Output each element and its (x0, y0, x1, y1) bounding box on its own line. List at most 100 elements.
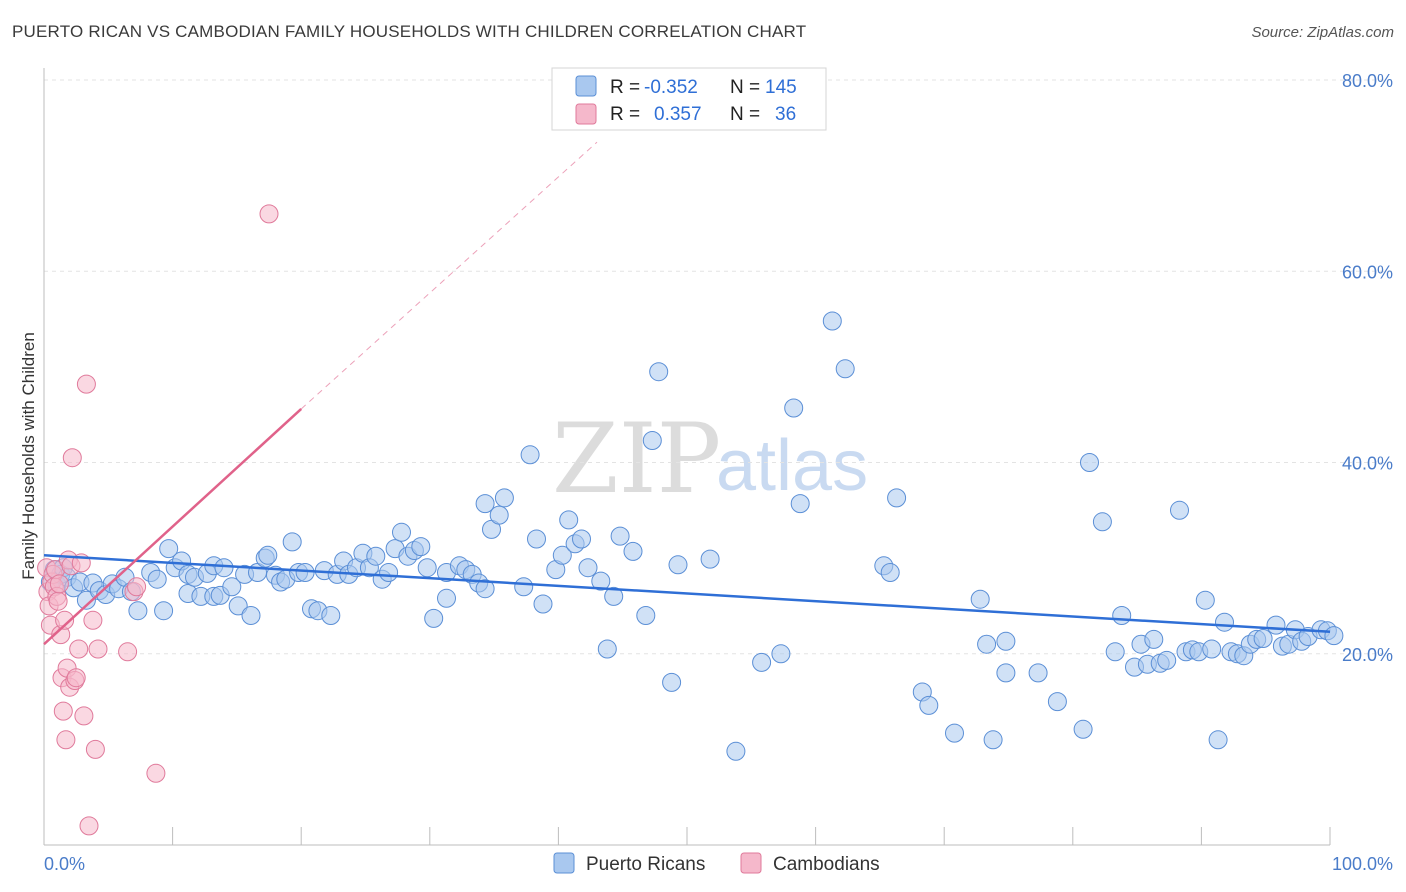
legend-swatch-puerto-ricans (553, 852, 575, 874)
data-point-puerto-rican (514, 577, 534, 597)
data-point-puerto-rican (258, 545, 278, 565)
trend-line-puerto-ricans (43, 554, 1331, 634)
data-point-cambodian (127, 577, 147, 597)
data-point-puerto-rican (494, 488, 514, 508)
data-point-puerto-rican (1202, 639, 1222, 659)
data-point-puerto-rican (790, 494, 810, 514)
trend-lines (43, 141, 1331, 646)
data-point-puerto-rican (572, 529, 591, 549)
data-point-puerto-rican (1028, 663, 1048, 683)
y-tick-label: 20.0% (1342, 645, 1393, 665)
data-point-puerto-rican (552, 545, 572, 565)
y-tick-label: 40.0% (1342, 454, 1393, 474)
data-point-puerto-rican (1266, 615, 1286, 635)
data-point-puerto-rican (668, 555, 688, 575)
watermark-zip: ZIP (552, 403, 721, 515)
data-point-cambodian (74, 706, 94, 726)
data-point-puerto-rican (1112, 606, 1132, 625)
data-point-puerto-rican (970, 589, 990, 609)
data-point-puerto-rican (392, 522, 411, 542)
legend-n-value: 145 (765, 77, 797, 98)
data-point-puerto-rican (437, 588, 456, 608)
y-axis-label: Family Households with Children (19, 332, 38, 580)
series-cambodians (37, 204, 279, 836)
correlation-legend: R = -0.352 N = 145 R = 0.357 N = 36 (551, 67, 827, 131)
data-point-cambodian (53, 701, 73, 721)
data-point-puerto-rican (282, 532, 302, 552)
legend-swatch-blue (575, 75, 597, 97)
x-tick-label-min: 0.0% (44, 854, 85, 874)
data-point-cambodian (79, 816, 99, 836)
data-point-puerto-rican (726, 741, 746, 761)
data-point-puerto-rican (623, 541, 643, 561)
data-point-puerto-rican (649, 362, 669, 382)
data-point-puerto-rican (228, 596, 248, 616)
data-point-puerto-rican (835, 359, 855, 379)
data-point-puerto-rican (996, 663, 1016, 683)
data-point-puerto-rican (1253, 629, 1273, 648)
data-point-puerto-rican (983, 730, 1003, 750)
legend-swatch-pink (575, 103, 597, 125)
trend-line-cambodians (43, 408, 303, 646)
legend-n-label: N = (730, 104, 760, 125)
data-point-cambodian (66, 668, 86, 688)
data-point-puerto-rican (533, 594, 553, 614)
data-point-puerto-rican (578, 558, 598, 578)
data-point-puerto-rican (159, 539, 179, 559)
data-point-cambodian (62, 448, 82, 468)
y-tick-label: 60.0% (1342, 262, 1393, 282)
data-point-puerto-rican (977, 634, 997, 654)
legend-label-cambodians: Cambodians (773, 854, 880, 875)
data-point-puerto-rican (604, 586, 624, 606)
data-point-puerto-rican (411, 537, 431, 557)
data-point-cambodian (146, 763, 166, 783)
legend-box (551, 67, 827, 131)
data-point-puerto-rican (887, 488, 907, 508)
data-point-puerto-rican (945, 723, 964, 743)
chart-source: Source: ZipAtlas.com (1251, 24, 1394, 41)
x-axis-ticks (172, 827, 1331, 845)
series-puerto-ricans (40, 311, 1344, 761)
data-point-puerto-rican (700, 549, 720, 569)
data-point-puerto-rican (784, 398, 804, 418)
chart-title: PUERTO RICAN VS CAMBODIAN FAMILY HOUSEHO… (12, 22, 807, 41)
data-point-cambodian (49, 574, 69, 594)
legend-n-value: 36 (775, 104, 796, 125)
y-tick-labels: 20.0% 40.0% 60.0% 80.0% (1342, 71, 1393, 665)
watermark-atlas: atlas (716, 426, 868, 506)
data-point-puerto-rican (154, 601, 174, 621)
series-legend: Puerto Ricans Cambodians (553, 852, 880, 875)
data-point-puerto-rican (559, 510, 579, 530)
data-point-puerto-rican (1215, 612, 1234, 632)
trend-line-cambodians-extension (300, 141, 598, 410)
data-point-puerto-rican (1324, 626, 1344, 646)
data-point-puerto-rican (241, 606, 261, 625)
data-point-puerto-rican (1092, 512, 1112, 532)
data-point-puerto-rican (1208, 730, 1228, 750)
y-tick-label: 80.0% (1342, 71, 1393, 91)
data-point-puerto-rican (1157, 650, 1177, 670)
data-point-puerto-rican (520, 445, 540, 465)
data-point-cambodian (259, 204, 279, 224)
data-point-puerto-rican (489, 505, 509, 525)
data-point-cambodian (48, 591, 68, 611)
data-point-puerto-rican (424, 608, 444, 628)
data-point-puerto-rican (475, 579, 495, 599)
data-point-puerto-rican (591, 571, 611, 591)
data-point-puerto-rican (919, 695, 939, 715)
data-point-puerto-rican (417, 558, 437, 578)
data-point-cambodian (88, 639, 108, 659)
data-point-puerto-rican (1105, 642, 1125, 662)
data-point-puerto-rican (366, 546, 386, 566)
data-point-puerto-rican (642, 431, 662, 450)
data-point-puerto-rican (527, 529, 546, 549)
data-point-puerto-rican (1047, 692, 1067, 712)
data-point-puerto-rican (597, 639, 617, 659)
data-point-puerto-rican (295, 563, 315, 582)
data-point-puerto-rican (822, 311, 842, 331)
legend-r-value: -0.352 (644, 77, 698, 98)
data-point-puerto-rican (475, 494, 495, 514)
x-tick-label-max: 100.0% (1332, 854, 1393, 874)
data-point-puerto-rican (752, 652, 772, 672)
